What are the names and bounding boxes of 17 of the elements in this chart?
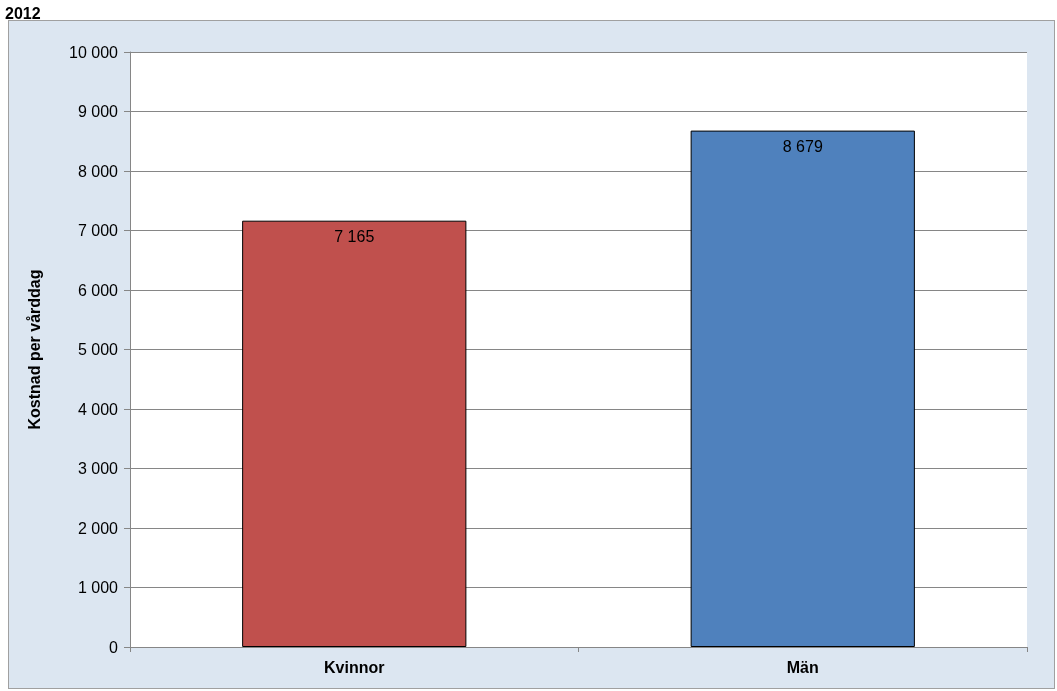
y-tick-label: 8 000 bbox=[77, 162, 119, 180]
data-label: 7 165 bbox=[334, 228, 375, 246]
x-tick-label: Män bbox=[786, 658, 819, 676]
y-tick-label: 10 000 bbox=[69, 43, 119, 61]
x-tick-label: Kvinnor bbox=[324, 658, 385, 676]
y-tick-label: 6 000 bbox=[77, 281, 119, 299]
y-tick-label: 3 000 bbox=[77, 460, 119, 477]
y-tick-label: 7 000 bbox=[77, 222, 119, 239]
y-tick-label: 5 000 bbox=[77, 341, 119, 358]
y-tick-label: 2 000 bbox=[77, 519, 119, 537]
y-tick-label: 1 000 bbox=[77, 579, 119, 596]
y-tick-label: 9 000 bbox=[77, 103, 119, 120]
y-axis-title: Kostnad per vårddag bbox=[25, 269, 43, 430]
data-label: 8 679 bbox=[782, 138, 823, 156]
y-tick-label: 4 000 bbox=[77, 400, 119, 418]
chart-title: 2012 bbox=[5, 4, 41, 22]
y-tick-label: 0 bbox=[109, 638, 119, 656]
